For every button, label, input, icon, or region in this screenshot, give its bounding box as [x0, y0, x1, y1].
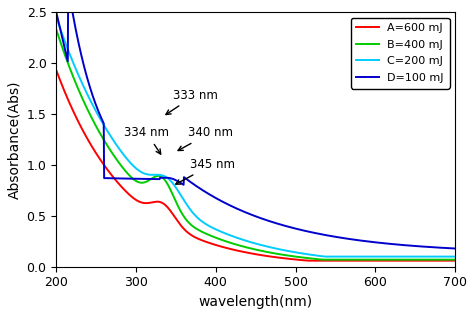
C=200 mJ — [452, 255, 458, 258]
B=400 mJ — [54, 27, 59, 31]
D=100 mJ — [328, 234, 333, 238]
D=100 mJ — [215, 197, 221, 201]
C=200 mJ — [372, 255, 378, 258]
Y-axis label: Absorbance(Abs): Absorbance(Abs) — [7, 80, 21, 199]
Text: 345 nm: 345 nm — [176, 158, 235, 184]
B=400 mJ — [229, 241, 235, 245]
D=100 mJ — [365, 240, 371, 243]
D=100 mJ — [229, 204, 235, 208]
C=200 mJ — [365, 255, 371, 258]
A=600 mJ — [365, 259, 371, 263]
Legend: A=600 mJ, B=400 mJ, C=200 mJ, D=100 mJ: A=600 mJ, B=400 mJ, C=200 mJ, D=100 mJ — [351, 17, 449, 88]
C=200 mJ — [215, 228, 220, 232]
A=600 mJ — [328, 259, 333, 263]
C=200 mJ — [54, 15, 59, 19]
B=400 mJ — [94, 126, 100, 130]
A=600 mJ — [452, 259, 458, 263]
X-axis label: wavelength(nm): wavelength(nm) — [199, 295, 313, 309]
C=200 mJ — [94, 111, 100, 115]
C=200 mJ — [328, 255, 333, 258]
B=400 mJ — [452, 258, 458, 262]
B=400 mJ — [372, 258, 378, 262]
Line: D=100 mJ: D=100 mJ — [56, 0, 455, 248]
Text: 333 nm: 333 nm — [166, 88, 218, 114]
B=400 mJ — [365, 258, 371, 262]
Line: B=400 mJ: B=400 mJ — [56, 29, 455, 260]
C=200 mJ — [229, 234, 235, 238]
D=100 mJ — [94, 107, 100, 111]
A=600 mJ — [305, 259, 311, 263]
B=400 mJ — [319, 258, 325, 262]
B=400 mJ — [328, 258, 333, 262]
D=100 mJ — [54, 10, 59, 14]
Line: A=600 mJ: A=600 mJ — [56, 70, 455, 261]
A=600 mJ — [372, 259, 378, 263]
Text: 334 nm: 334 nm — [124, 126, 169, 154]
C=200 mJ — [322, 255, 328, 258]
D=100 mJ — [452, 246, 458, 250]
D=100 mJ — [372, 240, 378, 244]
A=600 mJ — [54, 68, 59, 72]
A=600 mJ — [229, 247, 235, 251]
Text: 340 nm: 340 nm — [178, 126, 233, 150]
B=400 mJ — [215, 236, 220, 240]
A=600 mJ — [94, 153, 100, 156]
A=600 mJ — [215, 244, 220, 247]
Line: C=200 mJ: C=200 mJ — [56, 17, 455, 257]
